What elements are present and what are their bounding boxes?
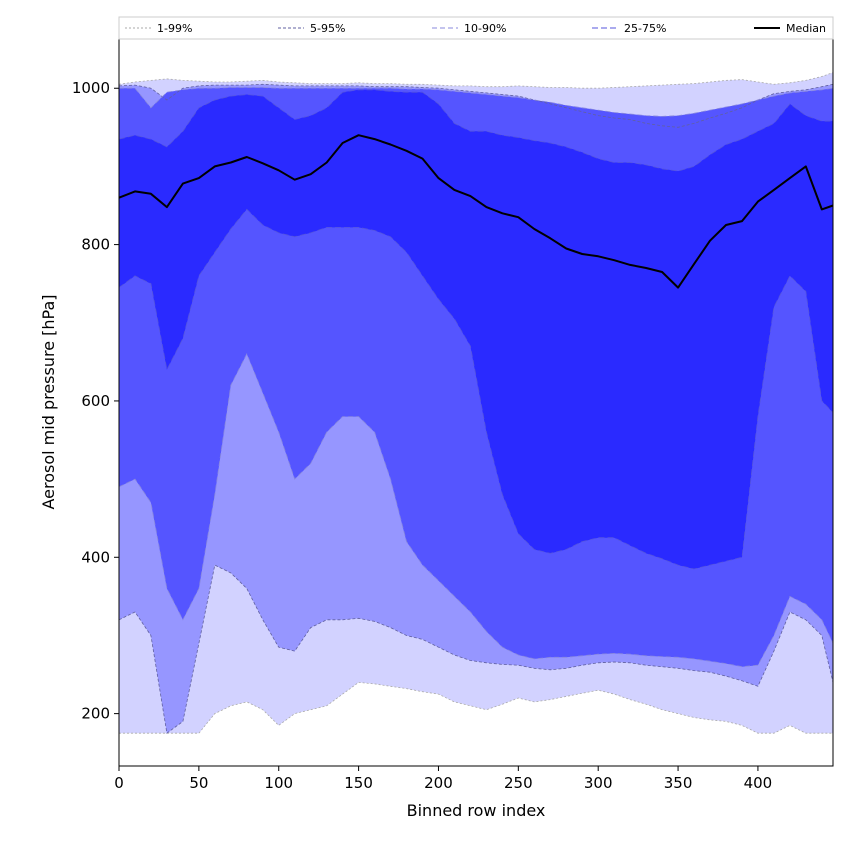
x-tick-label: 100	[264, 774, 293, 792]
y-axis-label: Aerosol mid pressure [hPa]	[39, 294, 58, 509]
y-axis: 200 400 600 800 1000	[72, 79, 119, 722]
y-tick-label: 600	[81, 392, 110, 410]
x-axis: 0 50 100 150 200 250 300 350 400	[114, 766, 772, 792]
y-tick-label: 200	[81, 705, 110, 723]
x-tick-label: 250	[504, 774, 533, 792]
legend-label: 1-99%	[157, 22, 192, 35]
legend-label: 10-90%	[464, 22, 506, 35]
legend-label: 25-75%	[624, 22, 666, 35]
y-tick-label: 400	[81, 548, 110, 566]
x-axis-label: Binned row index	[407, 801, 546, 820]
x-tick-label: 400	[744, 774, 773, 792]
legend-label: 5-95%	[310, 22, 345, 35]
legend: 1-99% 5-95% 10-90% 25-75% Median	[119, 17, 833, 39]
x-tick-label: 50	[189, 774, 208, 792]
y-tick-label: 800	[81, 236, 110, 254]
x-tick-label: 150	[344, 774, 373, 792]
x-tick-label: 300	[584, 774, 613, 792]
legend-label: Median	[786, 22, 826, 35]
y-tick-label: 1000	[72, 79, 110, 97]
x-tick-label: 200	[424, 774, 453, 792]
x-tick-label: 350	[664, 774, 693, 792]
x-tick-label: 0	[114, 774, 124, 792]
bands-layer	[119, 73, 833, 734]
